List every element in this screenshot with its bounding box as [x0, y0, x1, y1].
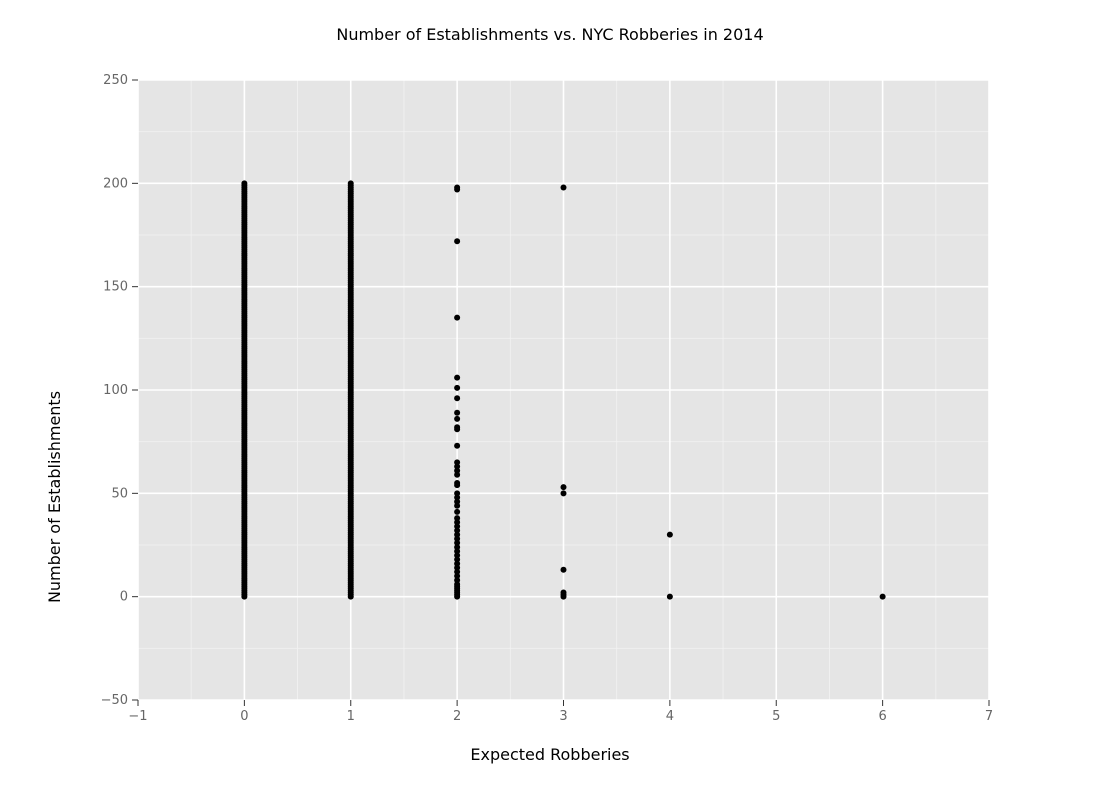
y-axis-label: Number of Establishments [45, 391, 64, 603]
data-point [454, 568, 461, 575]
data-point [454, 556, 461, 563]
data-point [454, 527, 461, 534]
y-tick-label: 250 [103, 73, 128, 88]
data-point [454, 494, 461, 501]
data-point [454, 523, 461, 530]
data-point [454, 186, 461, 193]
data-point [879, 593, 886, 600]
data-point [454, 593, 461, 600]
data-point [454, 467, 461, 474]
data-point [454, 463, 461, 470]
data-point [560, 566, 567, 573]
chart-title: Number of Establishments vs. NYC Robberi… [336, 25, 763, 44]
data-point [454, 560, 461, 567]
data-point [454, 544, 461, 551]
data-point [666, 593, 673, 600]
y-tick-label: 0 [120, 590, 128, 605]
data-point [454, 552, 461, 559]
x-tick-label: −1 [128, 709, 147, 724]
data-point [241, 180, 248, 187]
data-point [454, 539, 461, 546]
data-point [454, 409, 461, 416]
axis-ticks [132, 79, 990, 706]
x-tick-label: 6 [878, 709, 886, 724]
x-tick-label: 4 [666, 709, 674, 724]
data-point [454, 314, 461, 321]
data-point [560, 484, 567, 491]
data-point [454, 482, 461, 489]
data-points [241, 180, 886, 600]
x-tick-label: 1 [347, 709, 355, 724]
data-point [560, 593, 567, 600]
x-axis-label: Expected Robberies [470, 745, 629, 764]
data-point [454, 502, 461, 509]
y-tick-label: −50 [101, 693, 128, 708]
data-point [454, 459, 461, 466]
x-tick-label: 7 [985, 709, 993, 724]
data-point [454, 535, 461, 542]
data-point [454, 498, 461, 505]
data-point [454, 548, 461, 555]
data-point [347, 180, 354, 187]
y-tick-label: 200 [103, 176, 128, 191]
data-point [454, 471, 461, 478]
x-tick-label: 3 [559, 709, 567, 724]
x-tick-labels: −1 0 1 2 3 4 5 6 7 [128, 709, 993, 724]
data-point [454, 384, 461, 391]
data-point [560, 184, 567, 191]
data-point [454, 442, 461, 449]
data-point [454, 531, 461, 538]
y-tick-label: 50 [111, 486, 128, 501]
data-point [666, 531, 673, 538]
data-point [454, 238, 461, 245]
data-point [454, 573, 461, 579]
data-point [454, 577, 461, 584]
data-point [454, 564, 461, 571]
data-point [454, 508, 461, 515]
x-tick-label: 2 [453, 709, 461, 724]
y-tick-labels: −50 0 50 100 150 200 250 [101, 73, 128, 708]
x-tick-label: 5 [772, 709, 780, 724]
y-tick-label: 150 [103, 280, 128, 295]
data-point [454, 519, 461, 526]
x-tick-label: 0 [240, 709, 248, 724]
data-point [454, 415, 461, 422]
data-point [454, 374, 461, 381]
data-point [454, 515, 461, 522]
data-point [454, 490, 461, 497]
y-tick-label: 100 [103, 383, 128, 398]
data-point [454, 395, 461, 402]
data-point [560, 490, 567, 497]
data-point [454, 426, 461, 433]
